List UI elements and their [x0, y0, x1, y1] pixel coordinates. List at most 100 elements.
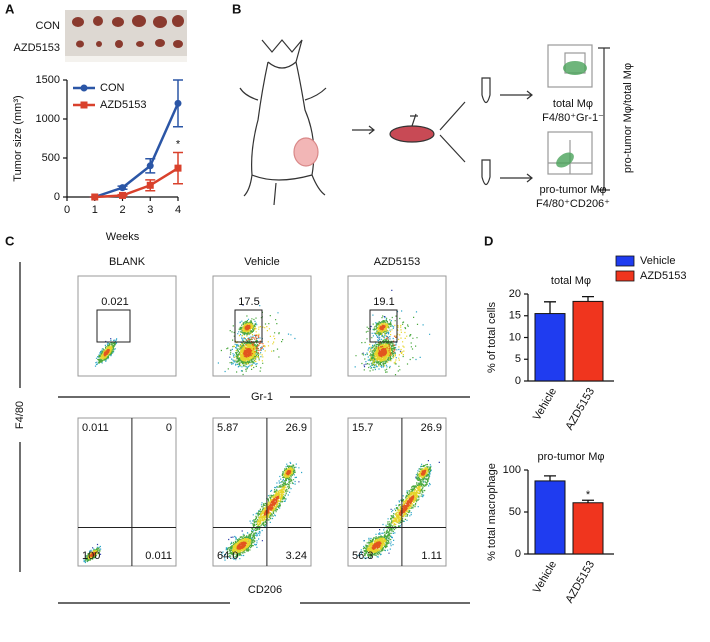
annotation: * [176, 138, 181, 150]
axis-label: Gr-1 [251, 391, 273, 403]
x-tick-label: AZD5153 [563, 559, 597, 605]
bar [534, 313, 566, 382]
x-tick-label: Vehicle [531, 386, 559, 423]
quadrant-value: 0 [166, 422, 172, 434]
dot-cloud [233, 322, 276, 367]
dot-cloud [362, 463, 432, 558]
dot-cloud [85, 547, 101, 562]
x-tick-label: 2 [119, 204, 125, 216]
x-tick-label: 1 [92, 204, 98, 216]
dot-cloud [243, 324, 264, 358]
panel-label: A [5, 1, 15, 16]
chart-title: total Mφ [551, 275, 591, 287]
x-tick-label: 4 [175, 204, 181, 216]
y-tick-label: 15 [509, 310, 521, 322]
legend-label: AZD5153 [100, 99, 146, 111]
legend-swatch [615, 255, 635, 267]
dot-cloud [236, 470, 292, 550]
gate-name: pro-tumor Mφ [539, 184, 606, 196]
plot-frame [212, 275, 312, 377]
legend-swatch [615, 270, 635, 282]
line [94, 167, 179, 199]
x-tick-label: AZD5153 [563, 386, 597, 432]
quadrant-value: 0.011 [145, 550, 172, 562]
tumor-photo [65, 10, 187, 62]
legend-marker [80, 84, 88, 92]
axis-label: F4/80 [14, 401, 26, 429]
quadrant-value: 56.3 [352, 550, 373, 562]
legend-label: AZD5153 [640, 270, 686, 282]
gate-marker: F4/80⁺CD206⁺ [536, 198, 610, 210]
marker [146, 181, 154, 189]
line [94, 102, 180, 199]
x-axis-label: Weeks [106, 231, 140, 243]
column-title: AZD5153 [374, 256, 420, 268]
gate-marker: F4/80⁺Gr-1⁻ [542, 112, 604, 124]
quadrant-value: 100 [82, 550, 100, 562]
marker [174, 164, 182, 172]
dot-cloud [366, 467, 429, 554]
dot-cloud [371, 469, 427, 550]
error-bar [582, 295, 594, 302]
annotation: * [586, 489, 591, 501]
plot-frame [77, 275, 177, 377]
dot-cloud [103, 349, 110, 357]
column-title: Vehicle [244, 256, 279, 268]
panel-label: B [232, 1, 241, 16]
marker [119, 184, 126, 192]
ratio-label: pro-tumor Mφ/total Mφ [622, 63, 634, 173]
error-bar [544, 301, 556, 314]
y-tick-label: 100 [503, 464, 521, 476]
dot-cloud [94, 338, 118, 367]
dot-cloud [89, 552, 96, 557]
chart-title: pro-tumor Mφ [537, 451, 604, 463]
dot-cloud [227, 464, 296, 558]
y-tick-label: 50 [509, 506, 521, 518]
y-tick-label: 0 [515, 548, 521, 560]
quadrant-value: 15.7 [352, 422, 373, 434]
gate-value: 0.021 [101, 296, 129, 308]
axis-label: CD206 [248, 584, 282, 596]
plot-frame [77, 417, 177, 567]
photo-label: AZD5153 [14, 42, 60, 54]
y-tick-label: 0 [54, 191, 60, 203]
y-axis-label: Tumor size (mm³) [12, 95, 24, 181]
quadrant-value: 64.0 [217, 550, 238, 562]
quadrant-value: 1.11 [421, 550, 442, 562]
plot-frame [212, 417, 312, 567]
y-tick-label: 1500 [36, 74, 60, 86]
gate [96, 309, 131, 343]
y-axis-label: % of total cells [486, 302, 498, 373]
panel-label: C [5, 233, 15, 248]
mouse-diagram [239, 39, 610, 206]
legend-label: Vehicle [640, 255, 675, 267]
x-tick-label: 3 [147, 204, 153, 216]
y-tick-label: 1000 [36, 113, 60, 125]
legend-label: CON [100, 82, 125, 94]
legend-marker [80, 101, 88, 109]
y-axis-label: % total macrophage [486, 463, 498, 561]
photo-label: CON [36, 20, 61, 32]
x-tick-label: Vehicle [531, 559, 559, 596]
gate-value: 19.1 [373, 296, 394, 308]
dot-cloud [377, 324, 397, 358]
dot-cloud [354, 310, 431, 371]
plot-frame [347, 417, 447, 567]
bar [534, 480, 566, 555]
dot-cloud [92, 543, 102, 555]
y-tick-label: 10 [509, 331, 521, 343]
marker [119, 191, 126, 199]
gate [234, 309, 263, 343]
marker [91, 193, 99, 201]
dot-cloud [228, 469, 300, 543]
dot-cloud [100, 345, 113, 360]
column-title: BLANK [109, 256, 146, 268]
x-tick-label: 0 [64, 204, 70, 216]
gate-name: total Mφ [553, 98, 593, 110]
panel-label: D [484, 233, 493, 248]
quadrant-value: 26.9 [421, 422, 442, 434]
y-tick-label: 20 [509, 288, 521, 300]
y-tick-label: 5 [515, 353, 521, 365]
marker [146, 162, 154, 170]
